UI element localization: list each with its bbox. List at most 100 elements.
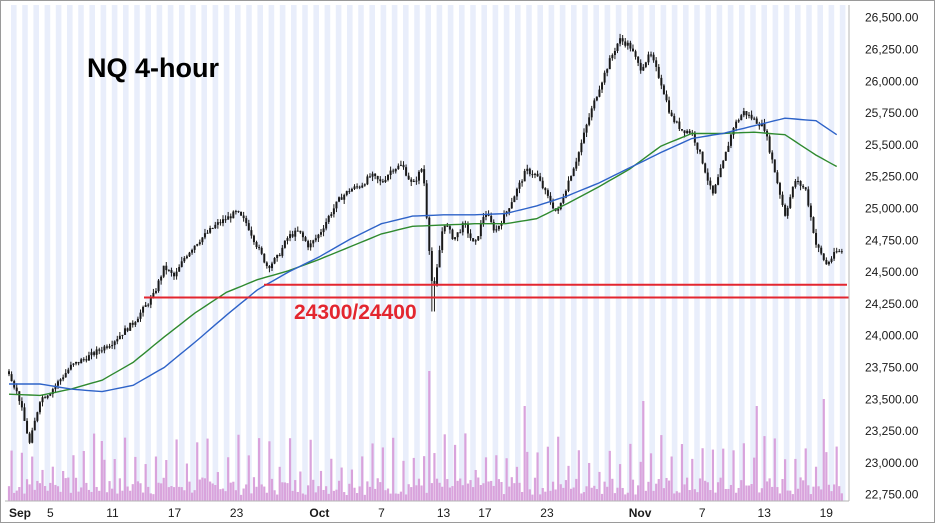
volume-bar [667, 480, 671, 501]
candle-body [675, 121, 678, 123]
candle-body [660, 77, 663, 86]
volume-bar [655, 483, 658, 501]
candle-body [149, 297, 152, 305]
candle-body [619, 38, 622, 44]
session-stripe [671, 5, 678, 501]
volume-bar [379, 482, 382, 501]
candle-body [601, 82, 604, 90]
candle-body [90, 352, 93, 356]
volume-bar [74, 477, 78, 501]
candle-body [203, 233, 206, 238]
candle-body [647, 54, 650, 63]
candle-body [165, 265, 168, 271]
volume-bar [185, 463, 189, 501]
volume-bar [175, 439, 178, 501]
session-stripe [615, 5, 622, 501]
volume-bar [51, 466, 54, 501]
candle-body [387, 175, 390, 180]
candle-body [820, 247, 823, 254]
volume-bar [268, 441, 271, 501]
volume-bar [784, 459, 787, 501]
candle-body [183, 258, 186, 262]
candle-body [727, 145, 730, 152]
candle-body [513, 196, 516, 203]
volume-bar [67, 477, 70, 501]
candle-body [688, 130, 691, 134]
volume-bar [812, 486, 815, 501]
session-stripe [750, 5, 756, 501]
x-tick-label: 13 [758, 506, 772, 520]
volume-bar [745, 485, 748, 501]
candle-body [417, 171, 420, 181]
candle-body [616, 43, 619, 51]
volume-bar [43, 486, 47, 501]
candle-body [23, 407, 26, 421]
volume-bar [327, 493, 330, 501]
volume-bar [711, 449, 715, 501]
volume-bar [441, 486, 444, 501]
volume-bar [335, 489, 338, 501]
session-stripe [515, 5, 521, 501]
candle-body [198, 242, 201, 245]
candle-body [830, 258, 833, 262]
session-stripe [313, 5, 319, 501]
volume-bar [513, 483, 516, 501]
volume-bar [98, 490, 101, 501]
candle-body [642, 66, 645, 71]
candle-body [624, 41, 627, 46]
candle-body [595, 96, 598, 101]
candle-body [286, 238, 289, 241]
volume-bar [590, 487, 593, 501]
volume-bar [46, 490, 49, 501]
volume-bar [528, 489, 531, 501]
volume-bar [62, 470, 65, 501]
volume-bar [832, 484, 836, 501]
volume-bar [546, 446, 549, 501]
candle-body [307, 241, 310, 248]
volume-bar [585, 486, 588, 501]
volume-bar [95, 486, 98, 501]
candle-body [436, 267, 439, 286]
candle-body [717, 177, 720, 185]
candle-body [36, 412, 39, 421]
session-stripe [11, 5, 17, 501]
volume-bar [281, 482, 284, 501]
session-stripe [526, 5, 532, 501]
volume-bar [747, 485, 751, 501]
volume-bar [693, 489, 696, 501]
chart-title: NQ 4-hour [87, 53, 219, 83]
candle-body [103, 346, 106, 351]
candle-body [490, 215, 493, 222]
volume-bar [340, 467, 343, 501]
candle-body [528, 168, 531, 175]
candle-body [515, 188, 518, 197]
candle-body [232, 211, 235, 219]
candle-body [626, 42, 629, 46]
session-stripe [649, 5, 655, 501]
candle-body [325, 221, 328, 229]
candle-body [31, 430, 34, 443]
volume-bar [804, 448, 807, 501]
candle-body [474, 240, 477, 242]
volume-bar [776, 487, 779, 501]
volume-bar [624, 494, 627, 501]
candle-body [768, 136, 771, 153]
candle-body [670, 112, 673, 117]
volume-bar [817, 486, 820, 501]
candle-body [665, 94, 668, 101]
candle-body [737, 120, 740, 122]
volume-bar [203, 478, 207, 501]
candle-body [722, 160, 725, 169]
x-tick-label: 17 [478, 506, 492, 520]
volume-bar [600, 493, 604, 501]
candle-body [46, 395, 49, 398]
candle-body [804, 187, 807, 190]
candle-body [639, 62, 642, 71]
session-stripe [156, 5, 163, 501]
session-stripe [89, 5, 95, 501]
candle-body [20, 401, 23, 408]
volume-bar [691, 458, 694, 501]
session-stripe [727, 5, 734, 501]
candle-body [113, 341, 116, 346]
